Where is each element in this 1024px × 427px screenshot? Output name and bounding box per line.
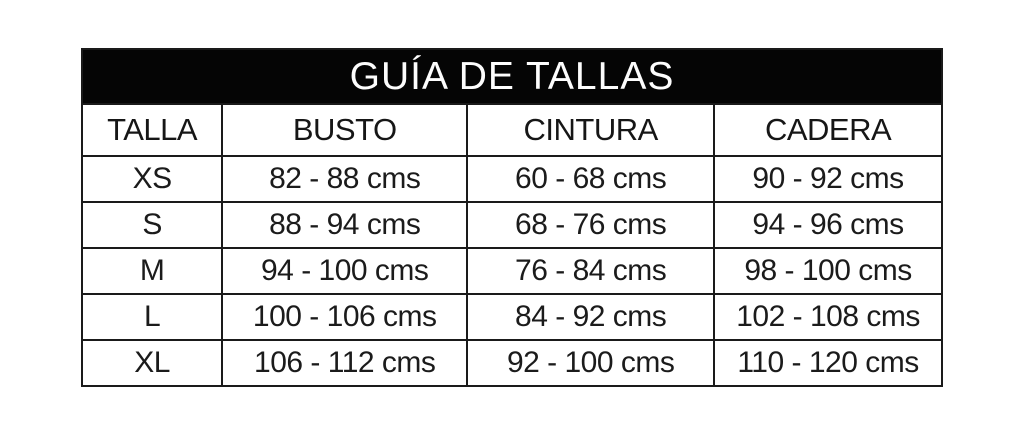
- size-guide-table: GUÍA DE TALLAS TALLA BUSTO CINTURA CADER…: [80, 48, 943, 387]
- busto-range: 106 - 112 cms: [221, 339, 469, 387]
- size-label: M: [80, 247, 224, 295]
- table-title: GUÍA DE TALLAS: [81, 48, 943, 105]
- table-row-l: L 100 - 106 cms 84 - 92 cms 102 - 108 cm…: [80, 293, 943, 341]
- busto-range: 82 - 88 cms: [221, 155, 469, 203]
- size-label: XL: [80, 339, 224, 387]
- table-row-m: M 94 - 100 cms 76 - 84 cms 98 - 100 cms: [80, 247, 943, 295]
- size-label: XS: [80, 155, 224, 203]
- column-header-cadera: CADERA: [713, 103, 943, 157]
- busto-range: 88 - 94 cms: [221, 201, 469, 249]
- size-guide-grid: GUÍA DE TALLAS TALLA BUSTO CINTURA CADER…: [80, 48, 943, 387]
- cintura-range: 92 - 100 cms: [466, 339, 716, 387]
- busto-range: 100 - 106 cms: [221, 293, 469, 341]
- size-label: L: [80, 293, 224, 341]
- busto-range: 94 - 100 cms: [221, 247, 469, 295]
- cadera-range: 90 - 92 cms: [713, 155, 943, 203]
- cadera-range: 94 - 96 cms: [713, 201, 943, 249]
- size-label: S: [80, 201, 224, 249]
- cadera-range: 110 - 120 cms: [713, 339, 943, 387]
- table-row-xl: XL 106 - 112 cms 92 - 100 cms 110 - 120 …: [80, 339, 943, 387]
- cintura-range: 60 - 68 cms: [466, 155, 716, 203]
- column-header-busto: BUSTO: [221, 103, 469, 157]
- table-row-s: S 88 - 94 cms 68 - 76 cms 94 - 96 cms: [80, 201, 943, 249]
- table-header-row: TALLA BUSTO CINTURA CADERA: [80, 103, 943, 157]
- cintura-range: 68 - 76 cms: [466, 201, 716, 249]
- column-header-cintura: CINTURA: [466, 103, 716, 157]
- cintura-range: 76 - 84 cms: [466, 247, 716, 295]
- column-header-talla: TALLA: [80, 103, 224, 157]
- table-row-xs: XS 82 - 88 cms 60 - 68 cms 90 - 92 cms: [80, 155, 943, 203]
- cadera-range: 98 - 100 cms: [713, 247, 943, 295]
- cadera-range: 102 - 108 cms: [713, 293, 943, 341]
- cintura-range: 84 - 92 cms: [466, 293, 716, 341]
- table-title-row: GUÍA DE TALLAS: [81, 48, 943, 105]
